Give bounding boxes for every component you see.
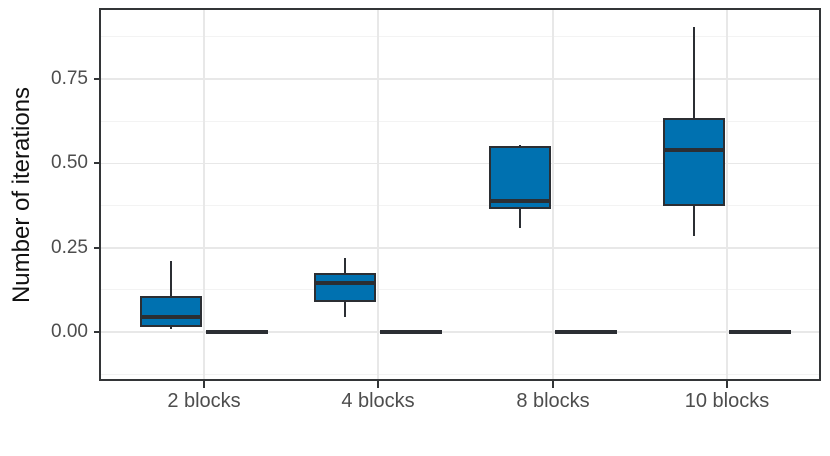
median-line (489, 198, 551, 203)
boxplot-box (663, 117, 725, 206)
x-axis-tick (726, 381, 728, 388)
y-tick-label: 0.00 (51, 321, 88, 343)
y-tick-label: 0.25 (51, 236, 88, 258)
gridline-minor-horizontal (100, 120, 820, 122)
gridline-major-vertical (726, 9, 728, 380)
x-tick-label: 8 blocks (516, 390, 590, 412)
y-axis-tick (94, 331, 100, 334)
y-axis-tick (94, 78, 100, 81)
median-line (140, 314, 202, 319)
y-axis-tick (94, 162, 100, 165)
median-line (206, 330, 268, 335)
y-axis-tick (94, 246, 100, 249)
gridline-major-horizontal (100, 331, 820, 333)
median-line (314, 281, 376, 286)
y-tick-label: 0.75 (51, 68, 88, 90)
x-axis-tick (203, 381, 205, 388)
median-line (663, 147, 725, 152)
median-line (555, 330, 617, 335)
x-tick-label: 10 blocks (684, 390, 770, 412)
gridline-major-vertical (377, 9, 379, 380)
x-axis-tick (377, 381, 379, 388)
median-line (380, 330, 442, 335)
boxplot-box (140, 296, 202, 328)
gridline-major-vertical (203, 9, 205, 380)
gridline-major-horizontal (100, 162, 820, 165)
x-axis-tick (552, 381, 554, 388)
gridline-major-horizontal (100, 78, 820, 80)
gridline-minor-horizontal (100, 205, 820, 207)
gridline-minor-horizontal (100, 36, 820, 38)
whisker-line (170, 261, 172, 329)
gridline-minor-horizontal (100, 289, 820, 291)
gridline-minor-horizontal (100, 373, 820, 375)
gridline-major-vertical (552, 9, 554, 380)
median-line (729, 330, 791, 335)
gridline-major-horizontal (100, 247, 820, 249)
y-tick-label: 0.50 (51, 152, 88, 174)
x-tick-label: 2 blocks (167, 390, 241, 412)
boxplot-box (314, 272, 376, 303)
x-tick-label: 4 blocks (341, 390, 415, 412)
